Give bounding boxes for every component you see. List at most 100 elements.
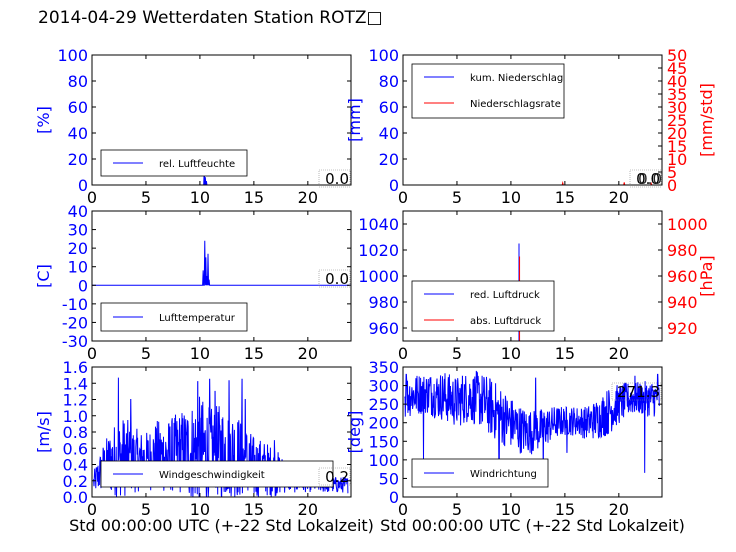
x-tick-label: 10 — [190, 188, 210, 207]
y-tick-label: 0 — [78, 176, 88, 195]
x-tick-label: 15 — [244, 500, 264, 519]
y-tick-label: 20 — [68, 239, 88, 258]
x-tick-label: 15 — [555, 188, 575, 207]
x-tick-label: 0 — [398, 344, 408, 363]
x-tick-label: 20 — [609, 500, 629, 519]
y-tick-label: 60 — [379, 98, 399, 117]
series-line-0 — [404, 370, 660, 479]
y-tick-label: 0 — [389, 176, 399, 195]
current-value-text: 0.0 — [636, 170, 660, 188]
y-right-tick-label: 0 — [667, 176, 677, 195]
x-tick-label: 5 — [452, 188, 462, 207]
plot-area — [93, 377, 349, 497]
y-tick-label: 40 — [379, 124, 399, 143]
y-tick-label: 1.4 — [63, 374, 88, 393]
x-tick-label: 15 — [555, 500, 575, 519]
x-tick-label: 5 — [141, 188, 151, 207]
series-line-0 — [92, 240, 351, 286]
series-line-0 — [93, 377, 349, 497]
legend-label: rel. Luftfeuchte — [159, 159, 235, 170]
series-line-1 — [403, 180, 662, 185]
y-tick-label: 0.4 — [63, 456, 88, 475]
legend: kum. Niederschlag Niederschlagsrate — [411, 63, 565, 119]
y-tick-label: -30 — [62, 332, 88, 351]
plot-area — [92, 169, 351, 185]
legend: red. Luftdruck abs. Luftdruck — [411, 280, 555, 332]
x-tick-label: 5 — [141, 344, 151, 363]
x-tick-label: 15 — [244, 188, 264, 207]
current-value-text: 271.3 — [617, 383, 660, 401]
plot-frame — [91, 210, 352, 342]
x-tick-label: 10 — [501, 344, 521, 363]
x-tick-label: 10 — [190, 500, 210, 519]
legend-label: Windgeschwindigkeit — [159, 470, 265, 481]
y-tick-label: 1.6 — [63, 358, 88, 377]
y-axis-label: [C] — [34, 264, 53, 288]
y-tick-label: 10 — [68, 258, 88, 277]
plot-area — [92, 240, 351, 286]
chart-temperature: 0 5 10 15 20-30-20-10010203040[C]Lufttempera… — [34, 202, 352, 363]
plot-area — [404, 370, 660, 479]
y-tick-label: 50 — [379, 469, 399, 488]
y-tick-label: 100 — [368, 46, 399, 65]
x-axis-label: Std 00:00:00 UTC (+-22 Std Lokalzeit) — [380, 516, 685, 535]
y-tick-label: 100 — [57, 46, 88, 65]
y-axis-label: [mm] — [345, 98, 364, 142]
y-tick-label: 980 — [368, 293, 399, 312]
plot-frame — [402, 366, 663, 498]
x-tick-label: 20 — [609, 188, 629, 207]
x-tick-label: 5 — [452, 500, 462, 519]
y-tick-label: 1040 — [358, 215, 399, 234]
x-tick-label: 20 — [298, 188, 318, 207]
x-tick-label: 5 — [452, 344, 462, 363]
y-tick-label: 100 — [368, 451, 399, 470]
current-value: 0.0 — [629, 169, 662, 188]
y-tick-label: 20 — [68, 150, 88, 169]
y-tick-label: 0 — [78, 276, 88, 295]
legend: rel. Luftfeuchte — [100, 149, 248, 177]
y-tick-label: 40 — [68, 124, 88, 143]
x-tick-label: 10 — [501, 188, 521, 207]
y-axis-label-right: [hPa] — [697, 255, 716, 296]
current-value: 0.0 — [318, 269, 351, 288]
x-axis-label: Std 00:00:00 UTC (+-22 Std Lokalzeit) — [69, 516, 374, 535]
y-right-tick-label: 920 — [667, 319, 698, 338]
chart-precip: 0 5 10 15 2002040608010005101520253035404550… — [345, 46, 716, 207]
current-value-text: 0.0 — [325, 270, 349, 288]
chart-wind_speed: 0 5 10 15 200.00.20.40.60.81.01.21.41.6[m/s]… — [34, 358, 374, 535]
current-value: 0.2 — [318, 467, 351, 486]
x-tick-label: 15 — [244, 344, 264, 363]
legend-box — [411, 280, 555, 332]
current-value: 271.3 — [611, 382, 662, 401]
y-tick-label: 30 — [68, 221, 88, 240]
x-tick-label: 10 — [501, 500, 521, 519]
current-value-right-text: 0.0 — [638, 170, 662, 188]
y-tick-label: 150 — [368, 432, 399, 451]
series-line-0 — [92, 169, 351, 185]
current-value: 0.0 — [318, 169, 351, 188]
x-tick-label: 0 — [87, 344, 97, 363]
y-tick-label: 200 — [368, 414, 399, 433]
x-tick-label: 20 — [298, 344, 318, 363]
x-tick-label: 5 — [141, 500, 151, 519]
y-tick-label: 1.2 — [63, 391, 88, 410]
legend: Windgeschwindigkeit — [100, 460, 334, 488]
y-tick-label: 0.8 — [63, 423, 88, 442]
y-tick-label: 960 — [368, 319, 399, 338]
chart-humidity: 0 5 10 15 20 0 20 40 60 80 100 [%] rel. Luftfeuchte 0… — [34, 46, 352, 207]
x-tick-label: 0 — [87, 500, 97, 519]
y-tick-label: 0.2 — [63, 472, 88, 491]
y-right-tick-label: 20 — [667, 124, 687, 143]
y-tick-label: 300 — [368, 377, 399, 396]
x-tick-label: 0 — [398, 500, 408, 519]
y-tick-label: -10 — [62, 295, 88, 314]
y-tick-label: 1.0 — [63, 407, 88, 426]
legend-label: kum. Niederschlag — [470, 73, 563, 84]
y-tick-label: 0 — [389, 488, 399, 507]
x-tick-label: 15 — [555, 344, 575, 363]
x-tick-label: 20 — [609, 344, 629, 363]
y-right-tick-label: 1000 — [667, 215, 708, 234]
y-tick-label: 1020 — [358, 241, 399, 260]
y-right-tick-label: 35 — [667, 85, 687, 104]
